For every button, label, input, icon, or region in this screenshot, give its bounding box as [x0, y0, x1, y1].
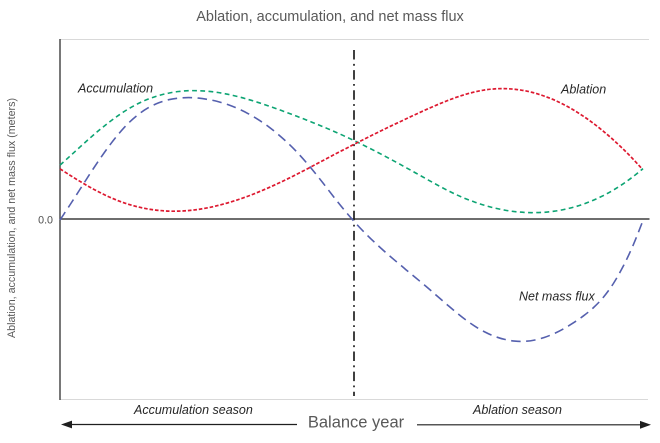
- svg-text:Ablation: Ablation: [560, 83, 606, 97]
- svg-text:Ablation, accumulation, and ne: Ablation, accumulation, and net mass flu…: [6, 98, 18, 338]
- svg-text:Balance year: Balance year: [308, 414, 405, 432]
- svg-text:Accumulation season: Accumulation season: [133, 403, 253, 417]
- svg-text:0.0: 0.0: [38, 215, 53, 227]
- svg-text:Ablation season: Ablation season: [472, 403, 562, 417]
- svg-text:Accumulation: Accumulation: [77, 82, 153, 96]
- svg-text:Net mass flux: Net mass flux: [519, 290, 595, 304]
- svg-text:Ablation, accumulation, and ne: Ablation, accumulation, and net mass flu…: [196, 9, 464, 25]
